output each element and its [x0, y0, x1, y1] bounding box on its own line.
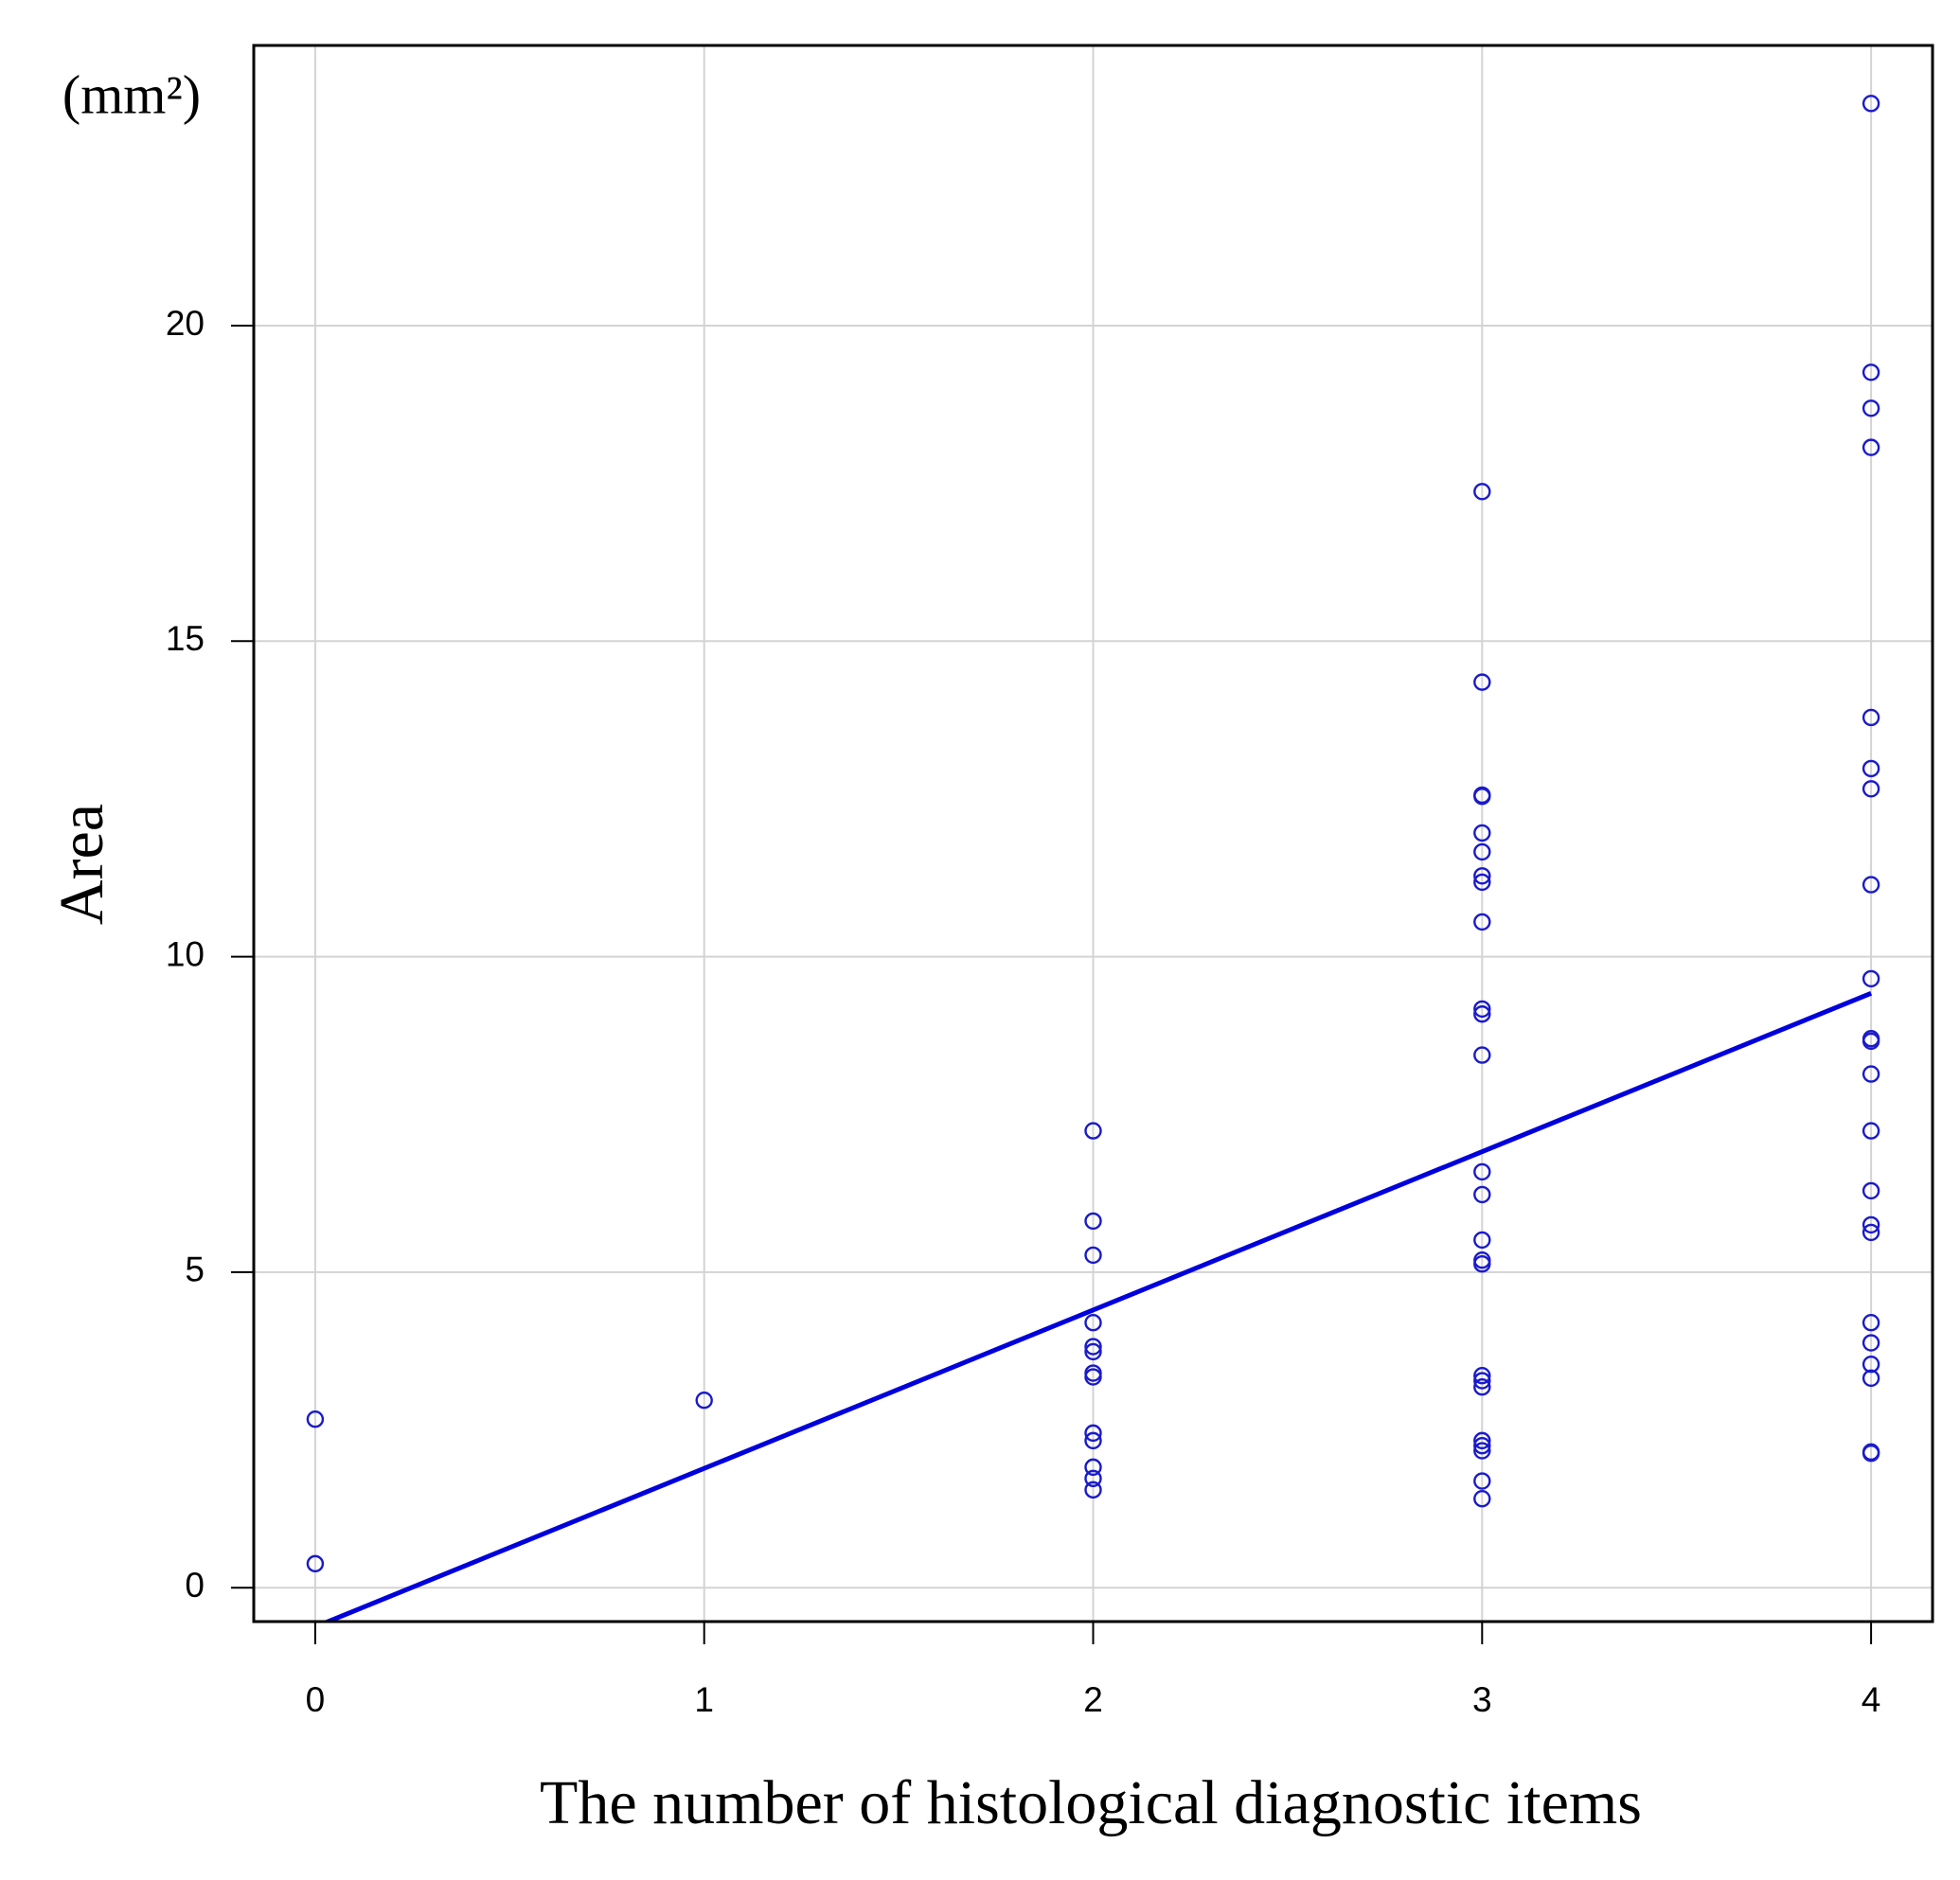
- y-tick-label: 5: [185, 1250, 205, 1289]
- y-tick-label: 20: [166, 304, 205, 343]
- point: [1473, 1431, 1491, 1450]
- point: [1473, 1367, 1491, 1385]
- x-tick-label: 3: [1472, 1680, 1492, 1719]
- grid: [254, 45, 1933, 1622]
- point: [1862, 1065, 1880, 1083]
- point: [1084, 1368, 1102, 1386]
- point: [1862, 1032, 1880, 1051]
- point: [1473, 483, 1491, 501]
- point: [1473, 1185, 1491, 1204]
- point: [1862, 1356, 1880, 1374]
- point: [1084, 1314, 1102, 1332]
- point: [1473, 1372, 1491, 1390]
- x-axis-label: The number of histological diagnostic it…: [540, 1768, 1642, 1837]
- point: [1862, 1122, 1880, 1140]
- point: [1862, 1369, 1880, 1388]
- point: [1084, 1458, 1102, 1477]
- point: [1862, 1445, 1880, 1463]
- point: [1473, 1490, 1491, 1508]
- x-tick-label: 0: [306, 1680, 326, 1719]
- point: [1473, 1437, 1491, 1455]
- point: [1473, 1378, 1491, 1396]
- axes: 0 1 2 3 4 0 5 10 15 20: [166, 304, 1881, 1719]
- point: [1473, 1255, 1491, 1273]
- plot-area: [306, 95, 1880, 1622]
- point: [1084, 1212, 1102, 1231]
- point: [1473, 873, 1491, 892]
- point: [1473, 1442, 1491, 1460]
- point: [1473, 788, 1491, 806]
- y-tick-label: 10: [166, 934, 205, 973]
- point: [1473, 867, 1491, 885]
- x-tick-label: 1: [694, 1680, 714, 1719]
- point: [1473, 913, 1491, 931]
- point: [1473, 1046, 1491, 1064]
- point: [1862, 95, 1880, 113]
- point: [306, 1554, 325, 1573]
- point: [1084, 1469, 1102, 1488]
- point: [1862, 399, 1880, 417]
- point: [1862, 969, 1880, 988]
- point: [1862, 708, 1880, 727]
- x-tick-label: 2: [1083, 1680, 1103, 1719]
- y-tick-label: 0: [185, 1566, 205, 1605]
- x-tick-label: 4: [1862, 1680, 1881, 1719]
- point: [1084, 1431, 1102, 1450]
- fit-line: [321, 990, 1873, 1622]
- point: [1862, 759, 1880, 778]
- point: [1473, 673, 1491, 691]
- point: [1473, 1005, 1491, 1023]
- point: [1084, 1338, 1102, 1356]
- point: [1862, 1334, 1880, 1352]
- point: [1473, 1472, 1491, 1490]
- point: [1084, 1481, 1102, 1499]
- point: [1862, 780, 1880, 798]
- point: [1862, 1181, 1880, 1200]
- point: [1473, 1231, 1491, 1250]
- point: [1473, 1162, 1491, 1181]
- point: [1862, 1223, 1880, 1242]
- point: [1473, 842, 1491, 861]
- point: [1084, 1246, 1102, 1265]
- point: [1862, 876, 1880, 894]
- point: [1084, 1424, 1102, 1443]
- point: [1862, 1215, 1880, 1234]
- point: [306, 1410, 325, 1428]
- point: [1862, 364, 1880, 381]
- y-axis-unit: (mm²): [62, 63, 201, 125]
- point: [1473, 1000, 1491, 1019]
- point: [695, 1392, 713, 1410]
- y-tick-label: 15: [166, 619, 205, 658]
- point: [1862, 438, 1880, 456]
- point: [1473, 824, 1491, 842]
- point: [1084, 1122, 1102, 1140]
- point: [1084, 1342, 1102, 1361]
- y-axis-label: Area: [47, 804, 116, 925]
- point: [1862, 1314, 1880, 1332]
